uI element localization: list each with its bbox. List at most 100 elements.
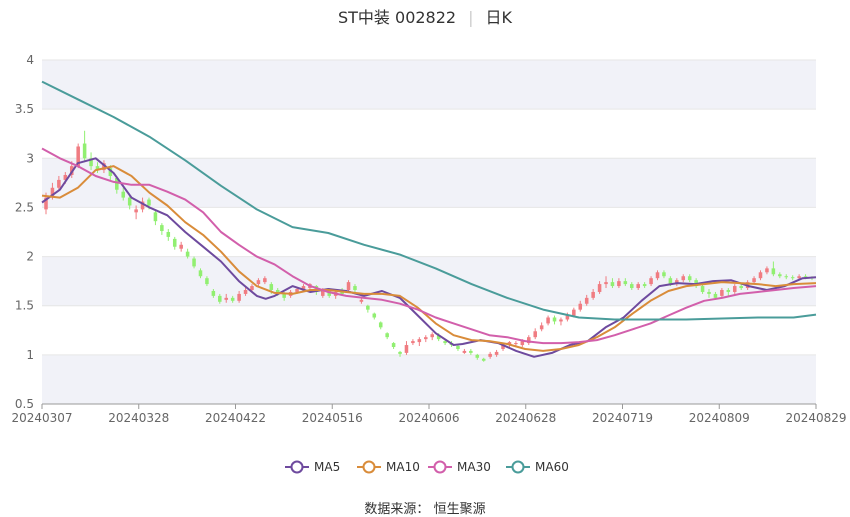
line-ma10 <box>41 165 817 352</box>
candle-body <box>121 191 126 198</box>
candle-body <box>185 251 190 257</box>
y-tick-label: 2.5 <box>15 200 34 214</box>
candle-body <box>636 284 640 289</box>
candle-body <box>713 293 718 298</box>
candle-body <box>102 163 106 171</box>
legend-marker-ma5 <box>290 460 304 474</box>
candle-body <box>559 319 563 322</box>
candle-body <box>346 282 351 290</box>
candle-body <box>198 270 203 277</box>
candle-body <box>359 299 364 302</box>
candle-body <box>89 158 93 167</box>
candle-body <box>134 209 138 213</box>
candle-body <box>63 174 68 180</box>
candle-body <box>230 297 235 301</box>
candle-body <box>263 278 267 283</box>
candle-body <box>739 286 743 289</box>
y-tick-label: 1 <box>26 348 34 362</box>
y-tick-label: 3 <box>26 151 34 165</box>
candle-body <box>275 289 280 294</box>
y-tick-label: 1.5 <box>15 299 34 313</box>
candle-body <box>604 282 608 285</box>
candle-body <box>391 343 396 347</box>
candle-body <box>469 350 473 353</box>
candle-body <box>404 345 409 353</box>
candle-body <box>321 289 325 296</box>
candle-body <box>662 272 666 277</box>
candle-body <box>172 238 177 247</box>
candle-body <box>295 289 299 292</box>
legend-marker-ma30 <box>433 460 447 474</box>
candle-body <box>720 289 724 296</box>
x-tick-label: 20240307 <box>11 411 72 425</box>
candle-body <box>539 325 544 330</box>
candle-body <box>250 286 254 290</box>
grid-band <box>42 60 816 110</box>
candle-body <box>430 334 434 338</box>
x-tick-label: 20240829 <box>785 411 846 425</box>
candle-body <box>707 291 711 294</box>
candle-body <box>269 284 274 290</box>
candle-body <box>50 187 55 198</box>
candle-body <box>44 197 48 210</box>
candle-body <box>411 341 415 344</box>
candle-body <box>192 258 196 267</box>
candle-body <box>301 286 306 290</box>
candle-body <box>681 276 686 281</box>
x-tick-label: 20240628 <box>495 411 556 425</box>
title-separator: | <box>468 8 474 27</box>
legend-label-ma60: MA60 <box>535 460 569 474</box>
line-ma30 <box>41 147 817 345</box>
candle-body <box>578 303 583 310</box>
candle-body <box>778 274 782 277</box>
source-value: 恒生聚源 <box>433 502 486 517</box>
candle-body <box>256 280 261 285</box>
candle-body <box>462 350 467 353</box>
line-ma5 <box>41 157 817 358</box>
candle-body <box>115 177 119 190</box>
line-ma60 <box>41 80 817 321</box>
x-tick-label: 20240719 <box>592 411 653 425</box>
candle-body <box>237 293 241 301</box>
candle-body <box>675 280 679 285</box>
candle-body <box>610 282 615 287</box>
candle-body <box>166 232 171 237</box>
legend-label-ma10: MA10 <box>386 460 420 474</box>
candle-body <box>456 346 460 349</box>
candle-body <box>218 295 222 302</box>
candle-body <box>494 351 499 355</box>
candle-body <box>378 322 383 328</box>
x-tick-label: 20240328 <box>108 411 169 425</box>
candle-body <box>372 313 377 318</box>
candle-body <box>527 337 531 344</box>
candle-body <box>282 293 286 298</box>
candle-body <box>771 268 776 275</box>
candle-body <box>481 358 486 361</box>
candle-body <box>623 281 628 285</box>
legend-label-ma30: MA30 <box>457 460 491 474</box>
candle-body <box>572 309 576 316</box>
data-source: 数据来源： 恒生聚源 <box>0 498 850 517</box>
candle-body <box>127 197 132 206</box>
grid-band <box>42 354 816 404</box>
candle-body <box>224 297 229 300</box>
candle-body <box>642 284 647 287</box>
candle-body <box>153 212 158 222</box>
candle-body <box>552 317 557 322</box>
legend-marker-ma60 <box>511 460 525 474</box>
candle-body <box>732 286 737 292</box>
candle-body <box>475 354 480 358</box>
candle-body <box>803 276 808 278</box>
x-tick-label: 20240516 <box>302 411 363 425</box>
candle-body <box>179 244 183 249</box>
source-label: 数据来源： <box>364 502 430 517</box>
candle-body <box>76 146 80 167</box>
candle-body <box>617 281 621 287</box>
candle-body <box>160 225 164 232</box>
period-label: 日K <box>485 8 513 27</box>
candle-body <box>726 289 731 292</box>
candle-body <box>205 278 209 285</box>
x-tick-label: 20240809 <box>689 411 750 425</box>
candle-body <box>597 284 602 292</box>
